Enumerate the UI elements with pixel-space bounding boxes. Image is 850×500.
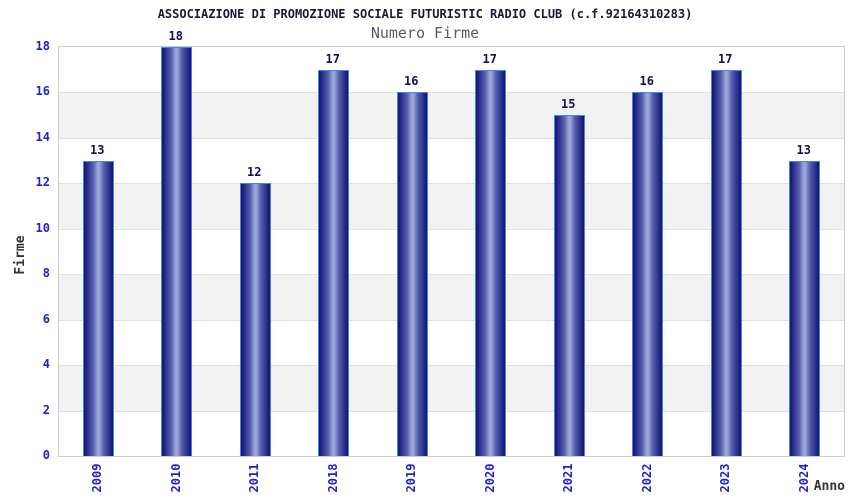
bar-value-label: 12 (247, 165, 262, 180)
bar-value-label: 16 (639, 74, 654, 89)
x-tick-label: 2023 (718, 463, 733, 493)
bar-value-label: 17 (325, 51, 340, 66)
y-tick-label: 12 (35, 175, 50, 190)
bar-value-label: 13 (796, 142, 811, 157)
gridline (59, 319, 844, 321)
y-tick-label: 14 (35, 129, 50, 144)
bar-2024 (789, 160, 821, 456)
y-tick-label: 10 (35, 220, 50, 235)
x-tick-label: 2010 (168, 463, 183, 493)
bar-value-label: 13 (90, 142, 105, 157)
bar-2010 (161, 47, 193, 456)
y-tick-label: 4 (42, 357, 50, 372)
x-tick-label: 2011 (247, 463, 262, 493)
bar-2022 (632, 92, 664, 456)
bar-2023 (710, 69, 742, 456)
bar-2020 (475, 69, 507, 456)
x-tick-label: 2024 (796, 463, 811, 493)
y-tick-label: 16 (35, 84, 50, 99)
y-tick-label: 18 (35, 39, 50, 53)
bar-value-label: 18 (168, 29, 183, 43)
gridline (59, 137, 844, 139)
bar-2018 (318, 69, 350, 456)
gridline (59, 410, 844, 412)
x-tick-label: 2019 (404, 463, 419, 493)
plot-area (58, 46, 845, 457)
y-tick-label: 8 (42, 266, 50, 281)
x-tick-label: 2022 (639, 463, 654, 493)
x-tick-label: 2009 (90, 463, 105, 493)
bar-value-label: 16 (404, 74, 419, 89)
bar-value-label: 17 (482, 51, 497, 66)
bar-2019 (396, 92, 428, 456)
x-tick-label: 2018 (325, 463, 340, 493)
y-tick-label: 0 (42, 448, 50, 462)
gridline (59, 365, 844, 367)
gridline (59, 183, 844, 185)
x-tick-label: 2021 (561, 463, 576, 493)
chart-title: ASSOCIAZIONE DI PROMOZIONE SOCIALE FUTUR… (157, 7, 693, 21)
gridline (59, 228, 844, 230)
gridline (59, 274, 844, 276)
bar-2009 (82, 160, 114, 456)
bar-value-label: 17 (718, 51, 733, 66)
y-tick-label: 2 (42, 402, 50, 417)
y-tick-label: 6 (42, 311, 50, 326)
bar-2011 (239, 183, 271, 456)
bar-value-label: 15 (561, 97, 576, 112)
x-axis-title: Anno (813, 479, 845, 494)
x-tick-label: 2020 (482, 463, 497, 493)
gridline (59, 92, 844, 94)
chart-subtitle: Numero Firme (370, 24, 480, 42)
bar-2021 (553, 115, 585, 456)
